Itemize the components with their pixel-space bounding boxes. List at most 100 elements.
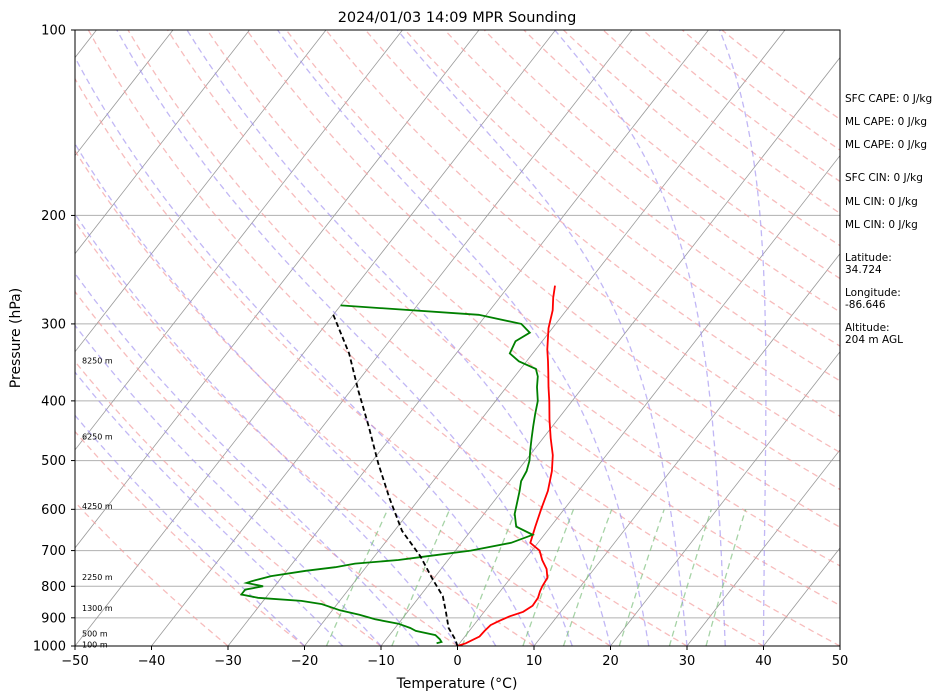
moist-adiabat-line: [116, 30, 573, 646]
dry-adiabat-line: [167, 30, 840, 607]
y-tick-label: 700: [41, 544, 66, 559]
mixing-ratio-line: [461, 509, 517, 646]
isotherm-line: [686, 449, 840, 646]
isotherm-line: [75, 30, 480, 549]
chart-title: 2024/01/03 14:09 MPR Sounding: [338, 10, 577, 26]
y-axis-label: Pressure (hPa): [8, 288, 24, 388]
background-lines: [75, 30, 840, 646]
y-tick-label: 900: [41, 611, 66, 626]
x-axis-ticks: −50 −40 −30 −20 −10 0 10 20 30 40 50: [61, 646, 848, 669]
altitude-value: 204 m AGL: [845, 334, 903, 346]
dry-adiabat-line: [285, 30, 840, 491]
ml-cape-text-2: ML CAPE: 0 J/kg: [845, 139, 928, 151]
altitude-label: Altitude:: [845, 322, 890, 334]
isotherm-line: [75, 30, 250, 255]
moist-adiabat-line: [75, 272, 420, 646]
x-tick-label: −50: [61, 654, 88, 669]
latitude-label: Latitude:: [845, 252, 892, 264]
dry-adiabat-line: [483, 30, 840, 313]
isotherm-line: [380, 56, 840, 646]
ml-cape-text: ML CAPE: 0 J/kg: [845, 116, 928, 128]
latitude-value: 34.724: [845, 264, 882, 276]
dry-adiabat-line: [246, 30, 840, 528]
moist-adiabat-line: [75, 212, 459, 646]
dry-adiabat-line: [75, 290, 458, 646]
y-tick-label: 600: [41, 503, 66, 518]
isotherm-line: [75, 30, 403, 451]
mixing-ratio-line: [618, 509, 665, 646]
x-tick-label: 0: [453, 654, 461, 669]
x-tick-label: −10: [367, 654, 394, 669]
isotherm-line: [75, 30, 327, 353]
ml-cin-text-2: ML CIN: 0 J/kg: [845, 219, 918, 231]
isotherm-line: [151, 30, 633, 646]
dry-adiabat-line: [75, 360, 382, 646]
x-tick-label: −30: [214, 654, 241, 669]
mixing-ratio-line: [325, 509, 389, 646]
altitude-labels: 8250 m 6250 m 4250 m 2250 m 1300 m 500 m 100 m: [82, 357, 113, 650]
dry-adiabat-line: [75, 430, 305, 646]
altitude-label: 100 m: [82, 641, 108, 650]
altitude-label: 6250 m: [82, 433, 113, 442]
isotherm-line: [610, 351, 840, 646]
moist-adiabat-line: [75, 414, 305, 646]
x-tick-label: −40: [138, 654, 165, 669]
moist-adiabat-line: [554, 30, 726, 646]
moist-adiabat-line: [277, 30, 650, 646]
isotherm-line: [75, 30, 174, 157]
mixing-ratio-line: [668, 509, 712, 646]
y-tick-label: 100: [41, 24, 66, 39]
y-tick-label: 300: [41, 317, 66, 332]
altitude-label: 2250 m: [82, 573, 113, 582]
x-tick-label: 30: [679, 654, 696, 669]
temperature-profile-line: [457, 285, 556, 646]
parcel-path-line: [332, 314, 459, 646]
sfc-cin-text: SFC CIN: 0 J/kg: [845, 172, 923, 184]
dry-adiabat-line: [75, 77, 688, 646]
y-tick-label: 400: [41, 394, 66, 409]
series-lines: [239, 285, 556, 646]
isotherm-line: [227, 30, 709, 646]
y-tick-label: 1000: [33, 640, 66, 655]
moist-adiabat-line: [719, 30, 767, 646]
moist-adiabat-line: [75, 371, 344, 646]
dry-adiabat-line: [75, 220, 535, 646]
y-axis-ticks: 100 200 300 400 500 600 700 800 900 1000: [33, 24, 75, 655]
altitude-label: 4250 m: [82, 502, 113, 511]
y-tick-label: 200: [41, 209, 66, 224]
mixing-ratio-line: [522, 509, 575, 646]
sfc-cape-text: SFC CAPE: 0 J/kg: [845, 93, 933, 105]
longitude-value: -86.646: [845, 299, 886, 311]
isotherm-line: [457, 154, 840, 646]
y-tick-label: 500: [41, 454, 66, 469]
isotherm-line: [533, 253, 840, 646]
x-tick-label: −20: [291, 654, 318, 669]
mixing-ratio-line: [562, 509, 613, 646]
altitude-label: 1300 m: [82, 604, 113, 613]
moist-adiabat-line: [75, 56, 535, 646]
x-axis-label: Temperature (°C): [396, 676, 518, 692]
x-tick-label: 40: [755, 654, 772, 669]
dewpoint-profile-line: [239, 304, 539, 645]
dry-adiabat-line: [444, 30, 840, 347]
plot-frame: [74, 29, 841, 647]
longitude-label: Longitude:: [845, 287, 901, 299]
altitude-label: 500 m: [82, 629, 108, 638]
altitude-label: 8250 m: [82, 357, 113, 366]
mixing-ratio-line: [705, 509, 747, 646]
moist-adiabat-line: [75, 142, 497, 646]
mixing-ratio-line: [391, 509, 451, 646]
dry-adiabat-line: [127, 30, 840, 646]
x-tick-label: 50: [832, 654, 849, 669]
y-tick-label: 800: [41, 580, 66, 595]
isotherm-line: [304, 30, 786, 646]
dry-adiabat-line: [206, 30, 840, 567]
moist-adiabat-line: [75, 324, 382, 646]
ml-cin-text: ML CIN: 0 J/kg: [845, 196, 918, 208]
moist-adiabat-line: [186, 30, 612, 646]
x-tick-label: 20: [602, 654, 619, 669]
dry-adiabat-line: [87, 30, 764, 646]
isotherm-line: [75, 30, 556, 646]
x-tick-label: 10: [526, 654, 543, 669]
